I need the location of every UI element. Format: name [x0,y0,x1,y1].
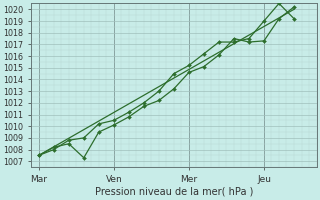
X-axis label: Pression niveau de la mer( hPa ): Pression niveau de la mer( hPa ) [95,187,253,197]
